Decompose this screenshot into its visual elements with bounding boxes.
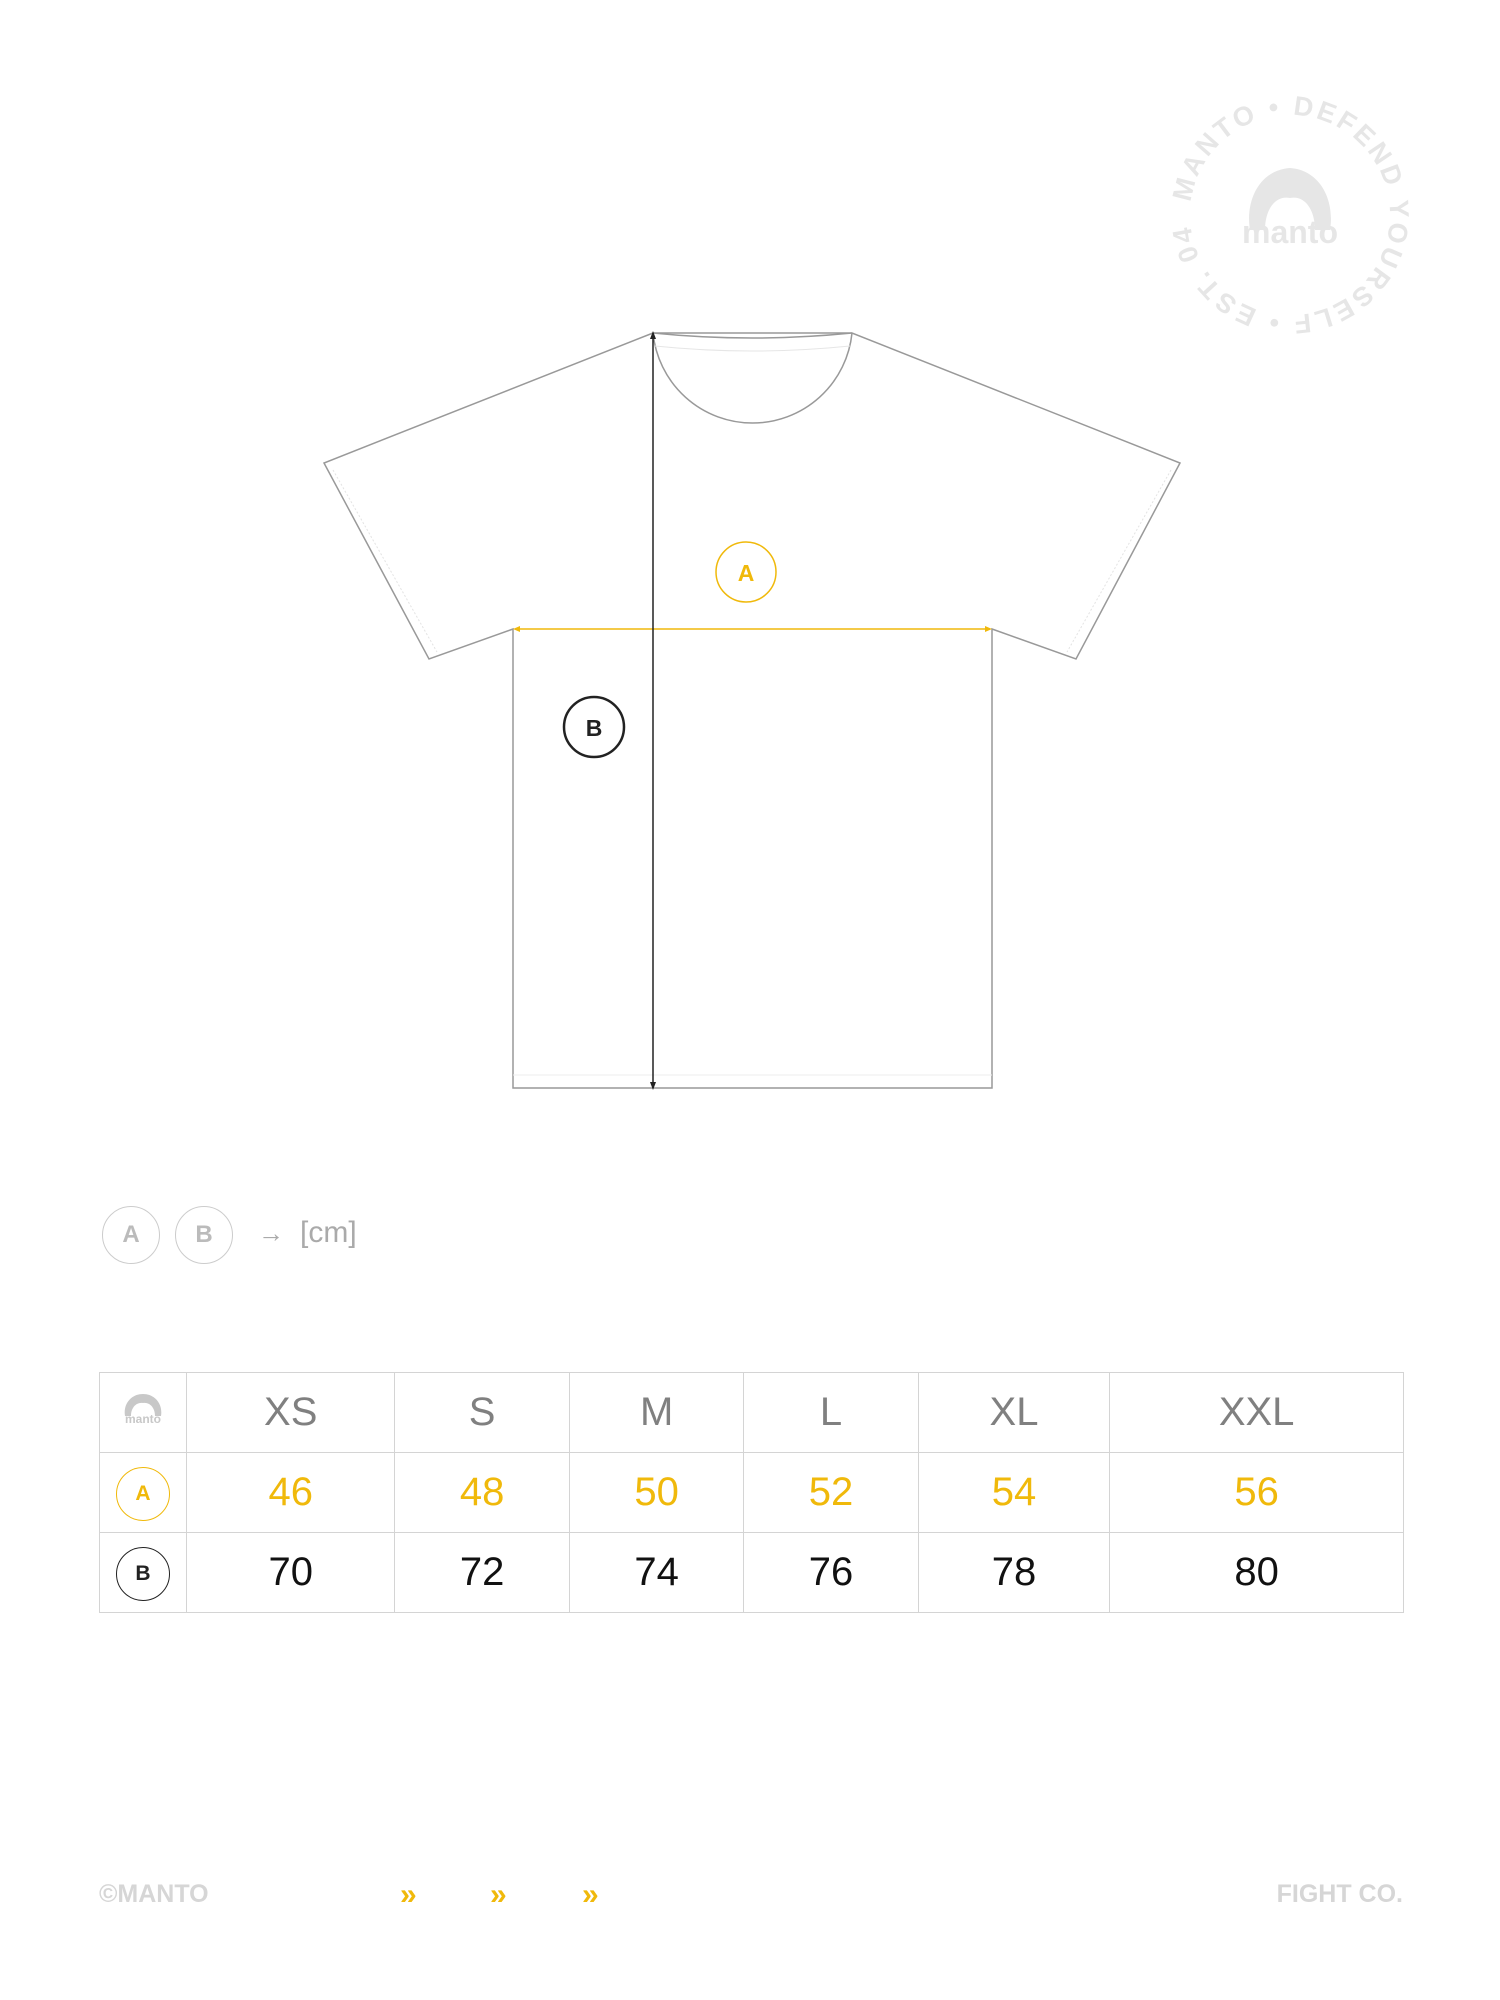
chevron-double-right-icon: » bbox=[400, 1878, 417, 1911]
corner-logo-cell: manto bbox=[99, 1372, 187, 1453]
legend-b-badge: B bbox=[175, 1206, 233, 1264]
manto-stamp-logo: MANTO • DEFEND YOURSELF • EST. 04 • mant… bbox=[1165, 90, 1411, 339]
size-table: manto XS S M L XL XXL A 46 48 50 52 54 5… bbox=[99, 1372, 1404, 1613]
tshirt-outline bbox=[322, 332, 1182, 1089]
cell-a-xs: 46 bbox=[185, 1452, 396, 1533]
cell-a-xl: 54 bbox=[917, 1452, 1111, 1533]
cell-a-l: 52 bbox=[743, 1452, 919, 1533]
svg-text:manto: manto bbox=[125, 1412, 161, 1426]
legend-a-badge: A bbox=[102, 1206, 160, 1264]
stamp-logo-text: manto bbox=[1242, 214, 1338, 250]
label-a-circle bbox=[715, 541, 777, 603]
cell-b-s: 72 bbox=[394, 1532, 570, 1613]
table-row-a: A 46 48 50 52 54 56 bbox=[99, 1452, 1404, 1533]
tshirt-diagram: A B bbox=[322, 331, 1182, 1090]
cell-a-m: 50 bbox=[568, 1452, 745, 1533]
row-a-badge: A bbox=[116, 1466, 170, 1521]
label-a: A bbox=[738, 560, 755, 586]
chevron-double-right-icon: » bbox=[490, 1878, 507, 1911]
cell-b-xs: 70 bbox=[185, 1532, 396, 1613]
row-b-badge: B bbox=[116, 1546, 170, 1601]
footer-copyright: ©MANTO bbox=[99, 1880, 209, 1908]
size-header-xl: XL bbox=[917, 1372, 1111, 1453]
footer-tagline: FIGHT CO. bbox=[1276, 1880, 1403, 1908]
cell-b-xl: 78 bbox=[917, 1532, 1111, 1613]
label-b: B bbox=[586, 715, 603, 741]
size-header-xs: XS bbox=[185, 1372, 396, 1453]
unit-label: [cm] bbox=[300, 1216, 357, 1249]
cell-a-s: 48 bbox=[394, 1452, 570, 1533]
table-row-b: B 70 72 74 76 78 80 bbox=[99, 1532, 1404, 1613]
size-header-l: L bbox=[743, 1372, 919, 1453]
label-b-circle bbox=[562, 695, 626, 759]
cell-b-l: 76 bbox=[743, 1532, 919, 1613]
cell-a-xxl: 56 bbox=[1109, 1452, 1404, 1533]
cell-b-xxl: 80 bbox=[1109, 1532, 1404, 1613]
size-header-s: S bbox=[394, 1372, 570, 1453]
collar-curve bbox=[652, 332, 853, 339]
size-header-m: M bbox=[568, 1372, 745, 1453]
row-a-label-cell: A bbox=[99, 1452, 187, 1533]
size-header-xxl: XXL bbox=[1109, 1372, 1404, 1453]
manto-logo-icon: manto bbox=[124, 1393, 162, 1426]
neckline bbox=[652, 332, 853, 424]
arrow-right-icon: → bbox=[258, 1218, 284, 1248]
chevron-double-right-icon: » bbox=[582, 1878, 599, 1911]
row-b-label-cell: B bbox=[99, 1532, 187, 1613]
size-header-row: manto XS S M L XL XXL bbox=[99, 1372, 1404, 1453]
cell-b-m: 74 bbox=[568, 1532, 745, 1613]
